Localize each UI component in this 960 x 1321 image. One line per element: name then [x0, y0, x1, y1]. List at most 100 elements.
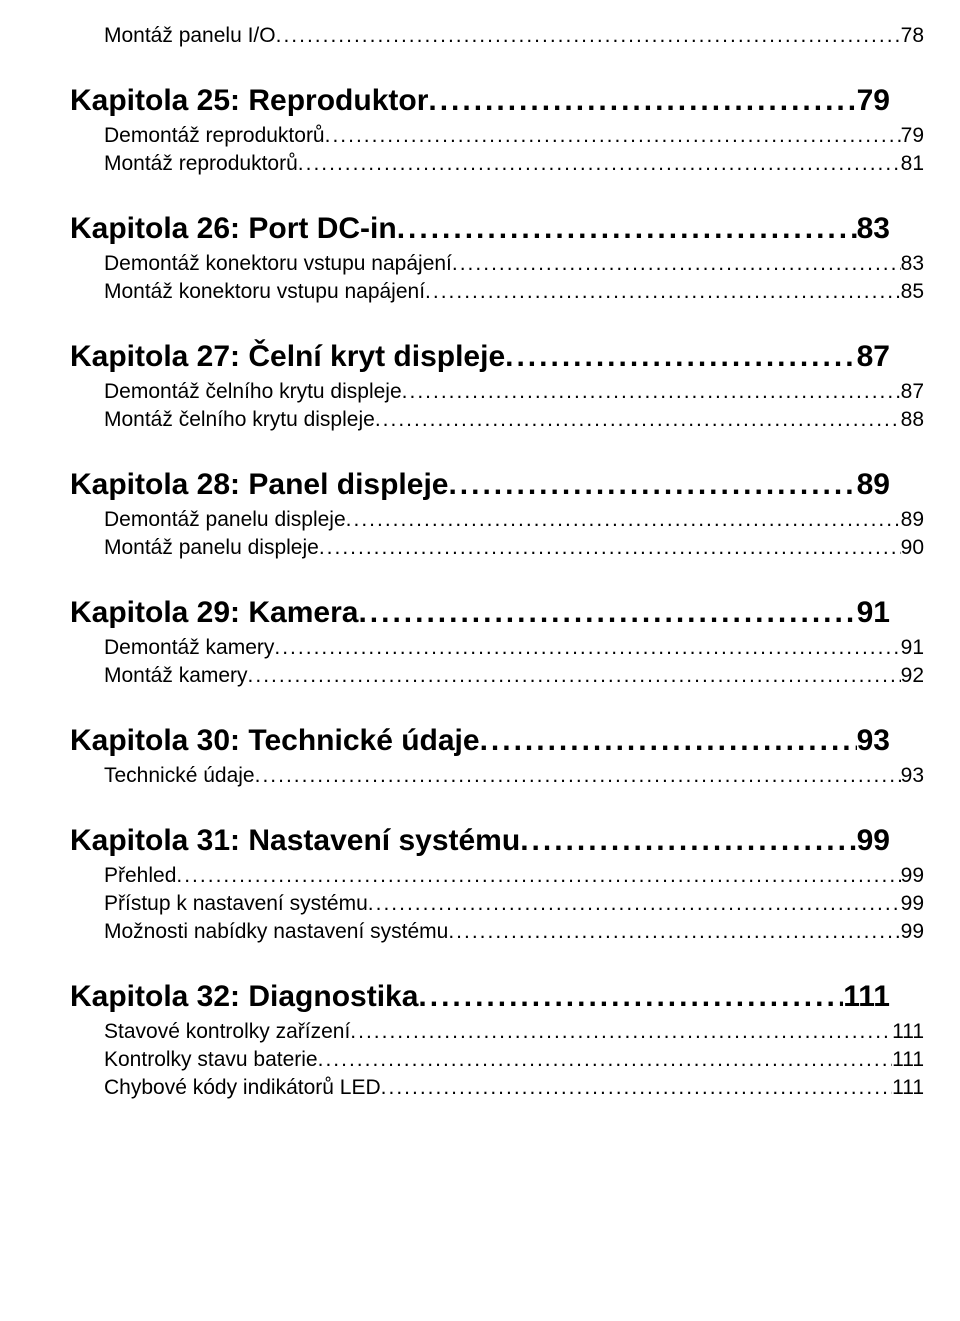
toc-page-number: 87 [857, 340, 890, 374]
toc-leader-dots [319, 536, 901, 560]
toc-label: Kapitola 28: Panel displeje [70, 468, 448, 502]
toc-label: Kapitola 30: Technické údaje [70, 724, 480, 758]
toc-leader-dots [346, 508, 901, 532]
toc-page-number: 83 [901, 252, 924, 276]
toc-entry: Montáž panelu I/O78 [104, 24, 924, 48]
toc-page-number: 85 [901, 280, 924, 304]
toc-chapter: Kapitola 27: Čelní kryt displeje 87 [70, 340, 890, 374]
toc-entry: Demontáž panelu displeje 89 [104, 508, 924, 532]
toc-label: Montáž reproduktorů [104, 152, 298, 176]
toc-leader-dots [520, 824, 856, 858]
toc-leader-dots [505, 340, 856, 374]
toc-leader-dots [255, 764, 901, 788]
toc-label: Stavové kontrolky zařízení [104, 1020, 350, 1044]
toc-leader-dots [381, 1076, 892, 1100]
toc-label: Demontáž konektoru vstupu napájení [104, 252, 452, 276]
toc-page-number: 83 [857, 212, 890, 246]
toc-label: Technické údaje [104, 764, 255, 788]
toc-leader-dots [448, 468, 856, 502]
toc-leader-dots [248, 664, 901, 688]
toc-label: Demontáž panelu displeje [104, 508, 346, 532]
toc-page-number: 81 [901, 152, 924, 176]
toc-entry: Demontáž kamery 91 [104, 636, 924, 660]
toc-entry: Přehled 99 [104, 864, 924, 888]
toc-label: Přehled [104, 864, 176, 888]
toc-label: Montáž konektoru vstupu napájení [104, 280, 425, 304]
toc-entry: Demontáž konektoru vstupu napájení 83 [104, 252, 924, 276]
toc-entry: Technické údaje 93 [104, 764, 924, 788]
toc-entry: Demontáž čelního krytu displeje 87 [104, 380, 924, 404]
toc-label: Demontáž čelního krytu displeje [104, 380, 402, 404]
toc-entry: Montáž panelu displeje 90 [104, 536, 924, 560]
toc-label: Montáž čelního krytu displeje [104, 408, 375, 432]
toc-label: Montáž kamery [104, 664, 248, 688]
toc-leader-dots [176, 864, 900, 888]
toc-leader-dots [325, 124, 901, 148]
toc-label: Kontrolky stavu baterie [104, 1048, 318, 1072]
toc-leader-dots [375, 408, 901, 432]
toc-chapter: Kapitola 30: Technické údaje 93 [70, 724, 890, 758]
toc-chapter: Kapitola 28: Panel displeje 89 [70, 468, 890, 502]
toc-label: Chybové kódy indikátorů LED [104, 1076, 381, 1100]
toc-leader-dots [428, 84, 856, 118]
toc-page-number: 92 [901, 664, 924, 688]
toc-entry: Demontáž reproduktorů 79 [104, 124, 924, 148]
toc-page-number: 111 [843, 980, 890, 1014]
toc-chapter: Kapitola 31: Nastavení systému 99 [70, 824, 890, 858]
toc-label: Kapitola 29: Kamera [70, 596, 358, 630]
toc-page-number: 99 [857, 824, 890, 858]
toc-entry: Možnosti nabídky nastavení systému99 [104, 920, 924, 944]
toc-leader-dots [358, 596, 856, 630]
toc-page-number: 111 [892, 1076, 924, 1100]
toc-label: Demontáž reproduktorů [104, 124, 325, 148]
toc-label: Montáž panelu displeje [104, 536, 319, 560]
toc-page-number: 93 [857, 724, 890, 758]
toc-page-number: 111 [892, 1048, 924, 1072]
toc-leader-dots [448, 920, 900, 944]
toc-page-number: 91 [901, 636, 924, 660]
toc-page-number: 91 [857, 596, 890, 630]
toc-leader-dots [452, 252, 901, 276]
toc-label: Přístup k nastavení systému [104, 892, 368, 916]
toc-leader-dots [480, 724, 857, 758]
toc-label: Možnosti nabídky nastavení systému [104, 920, 448, 944]
toc-page-number: 87 [901, 380, 924, 404]
toc-label: Kapitola 26: Port DC-in [70, 212, 397, 246]
toc-leader-dots [418, 980, 843, 1014]
toc-leader-dots [276, 24, 901, 48]
toc-leader-dots [368, 892, 901, 916]
toc-page-number: 93 [901, 764, 924, 788]
toc-entry: Chybové kódy indikátorů LED 111 [104, 1076, 924, 1100]
toc-label: Demontáž kamery [104, 636, 274, 660]
toc-page-number: 79 [901, 124, 924, 148]
toc-page-number: 89 [857, 468, 890, 502]
toc-label: Kapitola 32: Diagnostika [70, 980, 418, 1014]
table-of-contents: Montáž panelu I/O78Kapitola 25: Reproduk… [70, 24, 890, 1100]
toc-page-number: 89 [901, 508, 924, 532]
toc-chapter: Kapitola 29: Kamera 91 [70, 596, 890, 630]
toc-leader-dots [425, 280, 901, 304]
toc-page-number: 90 [901, 536, 924, 560]
toc-entry: Montáž reproduktorů 81 [104, 152, 924, 176]
toc-leader-dots [350, 1020, 892, 1044]
toc-label: Kapitola 25: Reproduktor [70, 84, 428, 118]
toc-chapter: Kapitola 26: Port DC-in 83 [70, 212, 890, 246]
toc-entry: Montáž kamery 92 [104, 664, 924, 688]
toc-page-number: 111 [892, 1020, 924, 1044]
toc-entry: Montáž konektoru vstupu napájení 85 [104, 280, 924, 304]
toc-entry: Stavové kontrolky zařízení 111 [104, 1020, 924, 1044]
toc-page-number: 99 [901, 864, 924, 888]
toc-label: Montáž panelu I/O [104, 24, 276, 48]
toc-leader-dots [274, 636, 900, 660]
toc-leader-dots [397, 212, 857, 246]
toc-label: Kapitola 27: Čelní kryt displeje [70, 340, 505, 374]
toc-page-number: 99 [901, 892, 924, 916]
toc-chapter: Kapitola 32: Diagnostika 111 [70, 980, 890, 1014]
toc-entry: Přístup k nastavení systému 99 [104, 892, 924, 916]
toc-chapter: Kapitola 25: Reproduktor79 [70, 84, 890, 118]
toc-entry: Kontrolky stavu baterie 111 [104, 1048, 924, 1072]
toc-label: Kapitola 31: Nastavení systému [70, 824, 520, 858]
toc-leader-dots [318, 1048, 892, 1072]
toc-leader-dots [298, 152, 901, 176]
toc-entry: Montáž čelního krytu displeje88 [104, 408, 924, 432]
